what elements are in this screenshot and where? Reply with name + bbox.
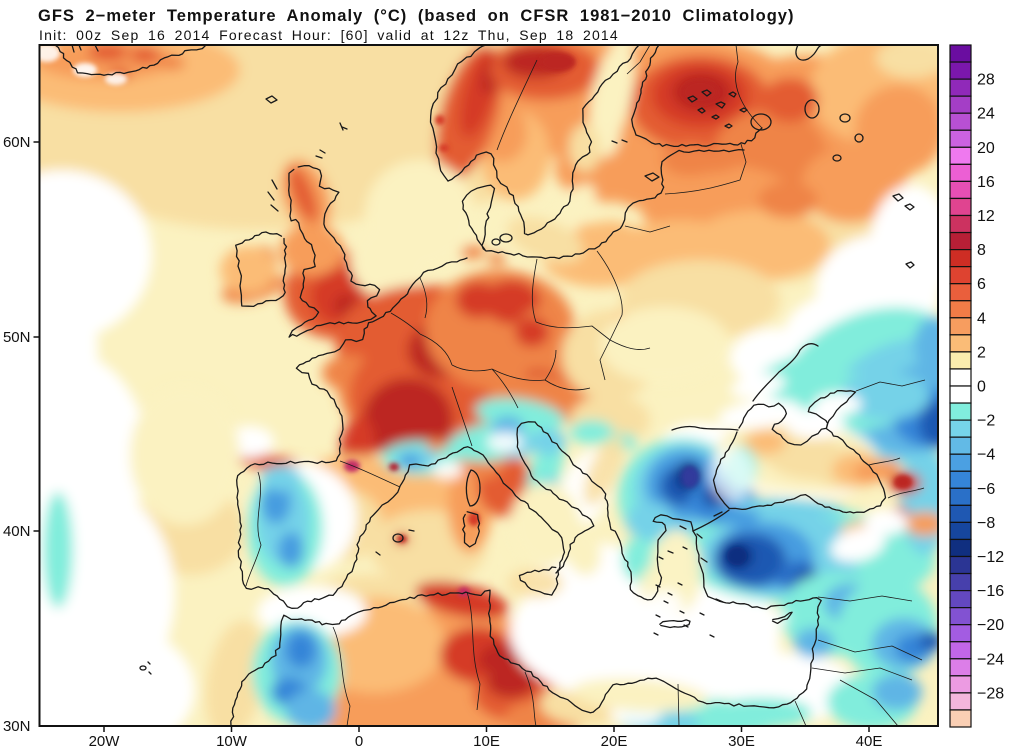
svg-text:−2: −2 (977, 413, 995, 430)
svg-text:0: 0 (977, 379, 986, 396)
svg-text:−8: −8 (977, 515, 995, 532)
svg-text:16: 16 (977, 174, 995, 191)
svg-text:24: 24 (977, 106, 995, 123)
svg-text:20W: 20W (89, 733, 121, 750)
svg-text:4: 4 (977, 310, 986, 327)
svg-text:10E: 10E (473, 733, 500, 750)
svg-text:30N: 30N (3, 718, 31, 735)
svg-text:28: 28 (977, 72, 995, 89)
svg-text:10W: 10W (216, 733, 248, 750)
svg-text:40N: 40N (3, 523, 31, 540)
svg-text:−16: −16 (977, 583, 1004, 600)
svg-text:30E: 30E (728, 733, 755, 750)
svg-text:20: 20 (977, 140, 995, 157)
svg-text:20E: 20E (601, 733, 628, 750)
svg-text:8: 8 (977, 242, 986, 259)
svg-text:2: 2 (977, 344, 986, 361)
svg-text:−24: −24 (977, 651, 1004, 668)
svg-text:60N: 60N (3, 134, 31, 151)
svg-text:0: 0 (355, 733, 363, 750)
svg-text:−12: −12 (977, 549, 1004, 566)
svg-text:−6: −6 (977, 481, 995, 498)
svg-text:GFS 2−meter Temperature Anomal: GFS 2−meter Temperature Anomaly (°C) (ba… (38, 7, 794, 25)
svg-text:6: 6 (977, 276, 986, 293)
svg-text:−4: −4 (977, 447, 995, 464)
svg-text:50N: 50N (3, 329, 31, 346)
svg-text:40E: 40E (856, 733, 883, 750)
svg-text:−28: −28 (977, 685, 1004, 702)
svg-text:Init: 00z Sep 16 2014 Forecast: Init: 00z Sep 16 2014 Forecast Hour: [60… (39, 27, 619, 43)
svg-text:12: 12 (977, 208, 995, 225)
svg-text:−20: −20 (977, 617, 1004, 634)
